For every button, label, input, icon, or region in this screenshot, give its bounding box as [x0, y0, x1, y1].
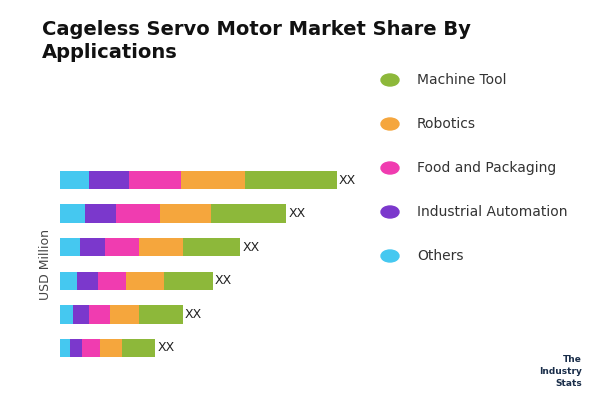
Bar	[139, 305, 182, 324]
Bar	[129, 171, 181, 189]
Bar	[60, 272, 77, 290]
Bar	[160, 204, 211, 223]
Bar	[80, 238, 105, 256]
Bar	[164, 272, 213, 290]
Bar	[122, 339, 155, 357]
Bar	[60, 204, 85, 223]
Bar	[97, 272, 127, 290]
Text: Machine Tool: Machine Tool	[417, 73, 506, 87]
Text: Cageless Servo Motor Market Share By
Applications: Cageless Servo Motor Market Share By App…	[42, 20, 471, 62]
Text: XX: XX	[242, 241, 260, 254]
Bar	[85, 204, 116, 223]
Y-axis label: USD Million: USD Million	[38, 228, 52, 300]
Bar	[105, 238, 139, 256]
Bar	[100, 339, 122, 357]
Text: XX: XX	[157, 341, 175, 354]
Text: Robotics: Robotics	[417, 117, 476, 131]
Bar	[60, 339, 70, 357]
Text: Food and Packaging: Food and Packaging	[417, 161, 556, 175]
Bar	[77, 272, 97, 290]
Bar	[181, 171, 245, 189]
Text: XX: XX	[339, 174, 356, 187]
Text: XX: XX	[185, 308, 202, 321]
Bar	[60, 305, 73, 324]
Bar	[73, 305, 89, 324]
Bar	[139, 238, 182, 256]
Bar	[60, 171, 89, 189]
Bar	[182, 238, 240, 256]
Bar	[82, 339, 100, 357]
Bar	[70, 339, 82, 357]
Bar	[89, 305, 110, 324]
Bar	[89, 171, 129, 189]
Bar	[116, 204, 160, 223]
Text: XX: XX	[215, 274, 232, 287]
Text: Others: Others	[417, 249, 464, 263]
Bar	[127, 272, 164, 290]
Bar	[110, 305, 139, 324]
Text: The
Industry
Stats: The Industry Stats	[539, 356, 582, 388]
Text: Industrial Automation: Industrial Automation	[417, 205, 568, 219]
Bar	[60, 238, 80, 256]
Bar	[245, 171, 337, 189]
Bar	[211, 204, 286, 223]
Text: XX: XX	[289, 207, 306, 220]
